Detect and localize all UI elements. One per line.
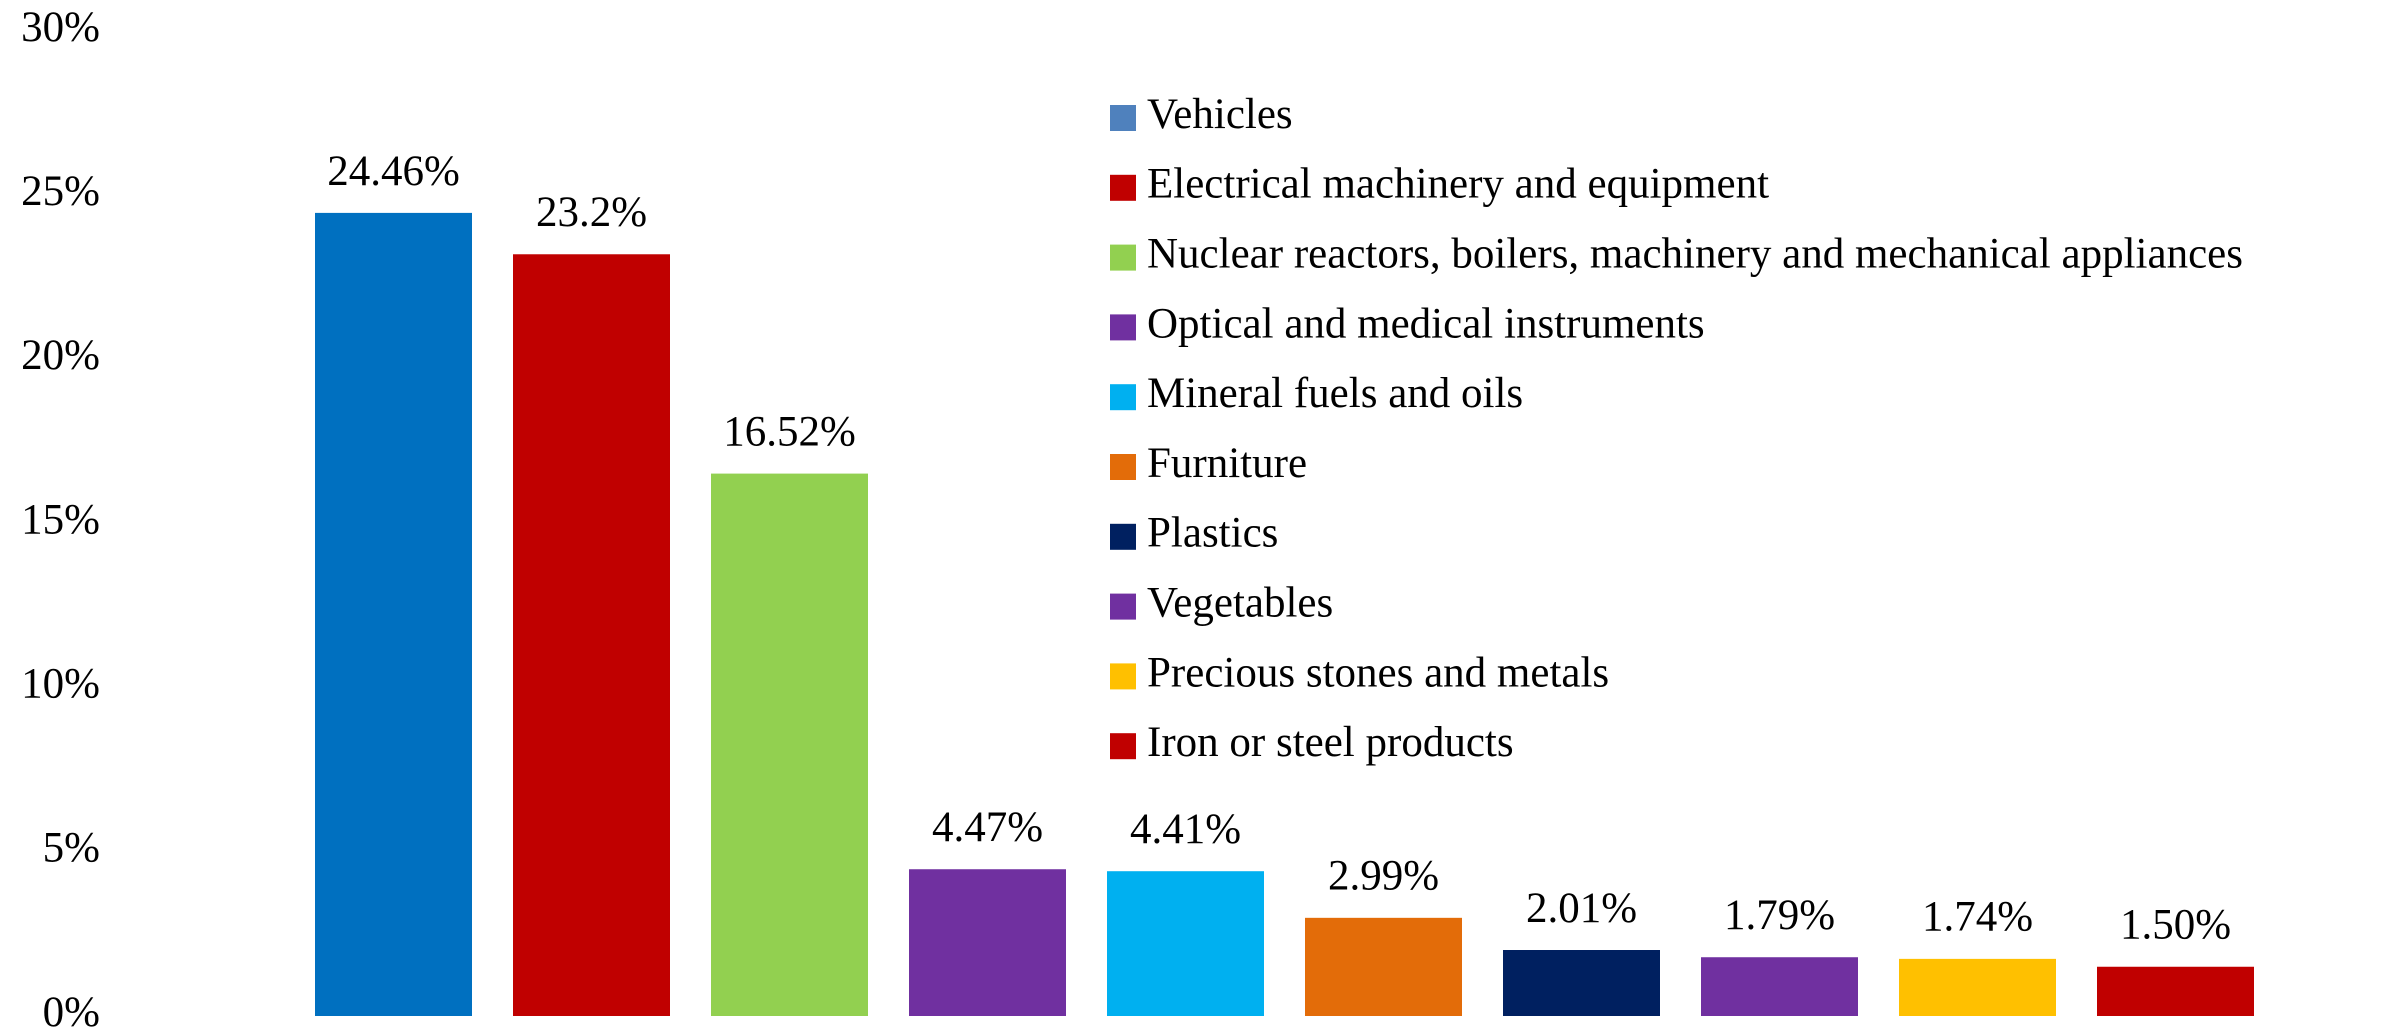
legend-label: Optical and medical instruments — [1147, 300, 1705, 347]
legend-swatch — [1110, 244, 1136, 271]
bar — [513, 254, 670, 1016]
bar — [1899, 958, 2056, 1016]
bar — [2097, 966, 2254, 1016]
bar — [1107, 871, 1264, 1016]
data-label: 4.47% — [932, 804, 1043, 851]
y-tick-label: 10% — [21, 661, 100, 708]
legend-swatch — [1110, 314, 1136, 341]
legend-swatch — [1110, 384, 1136, 411]
bar — [1503, 950, 1660, 1016]
y-tick-label: 25% — [21, 168, 100, 215]
legend-label: Precious stones and metals — [1147, 649, 1609, 696]
data-label: 16.52% — [723, 408, 856, 455]
y-tick-label: 30% — [21, 4, 100, 51]
bar — [711, 473, 868, 1016]
legend-label: Electrical machinery and equipment — [1147, 161, 1769, 208]
legend-swatch — [1110, 454, 1136, 480]
y-tick-label: 0% — [43, 989, 100, 1030]
data-label: 24.46% — [327, 148, 460, 195]
legend-label: Mineral fuels and oils — [1147, 370, 1523, 417]
y-tick-label: 5% — [43, 825, 100, 872]
data-label: 1.79% — [1724, 892, 1835, 939]
legend-label: Nuclear reactors, boilers, machinery and… — [1147, 230, 2243, 277]
y-tick-label: 20% — [21, 332, 100, 379]
legend-swatch — [1110, 593, 1136, 620]
legend-swatch — [1110, 733, 1136, 760]
data-label: 1.74% — [1922, 894, 2033, 941]
bar — [1305, 917, 1462, 1016]
bar — [315, 212, 472, 1016]
legend-label: Plastics — [1147, 510, 1278, 557]
data-label: 1.50% — [2120, 902, 2231, 949]
legend-label: Vehicles — [1147, 91, 1293, 138]
data-label: 2.99% — [1328, 853, 1439, 900]
y-tick-label: 15% — [21, 496, 100, 543]
data-label: 4.41% — [1130, 806, 1241, 853]
legend-swatch — [1110, 663, 1136, 690]
bar — [1701, 957, 1858, 1016]
data-label: 2.01% — [1526, 885, 1637, 932]
legend-swatch — [1110, 105, 1136, 131]
legend-swatch — [1110, 523, 1136, 550]
legend-label: Iron or steel products — [1147, 719, 1514, 766]
legend-swatch — [1110, 174, 1136, 201]
data-label: 23.2% — [536, 189, 647, 236]
legend-label: Vegetables — [1147, 579, 1333, 626]
legend-label: Furniture — [1147, 440, 1307, 487]
bar — [909, 869, 1066, 1016]
